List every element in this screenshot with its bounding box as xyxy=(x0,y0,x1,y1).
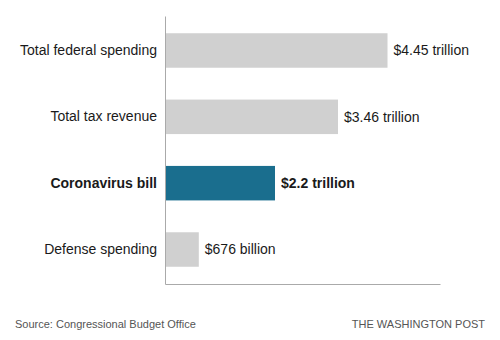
tick: Total tax revenue xyxy=(50,108,157,124)
data-label: $2.2 trillion xyxy=(281,175,355,191)
bar xyxy=(165,232,199,266)
chart: Defense spending Coronavirus bill Total ta… xyxy=(0,0,500,340)
x-axis xyxy=(166,284,441,285)
annotation: THE WASHINGTON POST xyxy=(352,318,486,330)
bar xyxy=(165,166,275,200)
tick: Total federal spending xyxy=(20,42,157,58)
axis-line xyxy=(166,284,441,285)
data-label: $4.45 trillion xyxy=(394,42,470,58)
category-label: Coronavirus bill xyxy=(50,175,157,191)
data-labels: $676 billion $2.2 trillion $3.46 trillion $… xyxy=(205,42,469,257)
bar xyxy=(165,100,338,134)
bars xyxy=(165,33,388,267)
category-label: Total federal spending xyxy=(20,42,157,58)
category-label: Total tax revenue xyxy=(50,108,157,124)
data-label: $676 billion xyxy=(205,241,276,257)
bar xyxy=(165,33,388,67)
plot: Defense spending Coronavirus bill Total ta… xyxy=(20,17,469,285)
tick: Defense spending xyxy=(44,241,157,257)
category-label: Defense spending xyxy=(44,241,157,257)
y-axis: Defense spending Coronavirus bill Total ta… xyxy=(20,17,166,285)
axis-line xyxy=(165,17,166,285)
annotation: Source: Congressional Budget Office xyxy=(15,318,196,330)
tick: Coronavirus bill xyxy=(50,175,157,191)
data-label: $3.46 trillion xyxy=(344,109,420,125)
